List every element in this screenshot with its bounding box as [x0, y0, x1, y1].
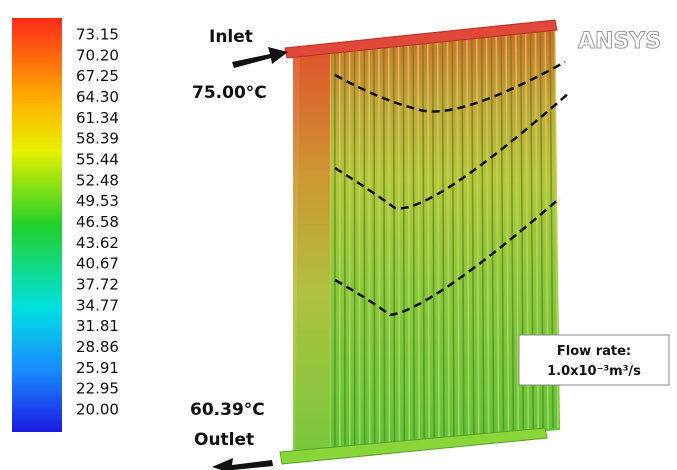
tube — [369, 48, 370, 444]
inlet-arrow — [232, 47, 288, 68]
colorbar-label: 25.91 — [76, 359, 119, 377]
colorbar-label: 34.77 — [76, 296, 119, 314]
colorbar-label: 31.81 — [76, 317, 119, 335]
colorbar-label: 20.00 — [76, 401, 119, 419]
outlet-temperature: 60.39°C — [190, 400, 265, 420]
tube — [379, 47, 380, 443]
flow-rate-label: Flow rate: — [557, 344, 631, 359]
colorbar-label: 28.86 — [76, 338, 119, 356]
tube — [408, 44, 409, 441]
colorbar-label: 49.53 — [76, 192, 119, 210]
colorbar-label: 37.72 — [76, 276, 119, 294]
colorbar-label: 70.20 — [76, 46, 119, 64]
tube — [394, 46, 395, 443]
flow-rate-value: 1.0x10⁻³m³/s — [547, 364, 641, 379]
tube — [403, 45, 404, 442]
tube — [384, 47, 385, 443]
inlet-temperature: 75.00°C — [192, 83, 267, 103]
colorbar-label: 61.34 — [76, 109, 119, 127]
colorbar-label: 64.30 — [76, 88, 119, 106]
colorbar-label: 22.95 — [76, 380, 119, 398]
simulation-figure: 73.15 70.20 67.25 64.30 61.34 58.39 55.44 52.48… — [0, 0, 677, 470]
logo: ANSYS — [578, 29, 661, 54]
outlet-arrow — [212, 458, 273, 470]
colorbar-label: 55.44 — [76, 151, 119, 169]
colorbar-label: 58.39 — [76, 130, 119, 148]
tube — [413, 44, 414, 441]
colorbar-label: 67.25 — [76, 67, 119, 85]
colorbar-label: 43.62 — [76, 234, 119, 252]
colorbar-label: 73.15 — [76, 26, 119, 44]
radiator-side — [293, 52, 330, 452]
tube — [389, 46, 390, 443]
tube — [374, 48, 375, 444]
colorbar-label: 52.48 — [76, 171, 119, 189]
colorbar-label: 46.58 — [76, 213, 119, 231]
inlet-label: Inlet — [209, 27, 253, 47]
colorbar-label: 40.67 — [76, 255, 119, 273]
colorbar — [12, 18, 62, 432]
outlet-label: Outlet — [194, 430, 254, 450]
